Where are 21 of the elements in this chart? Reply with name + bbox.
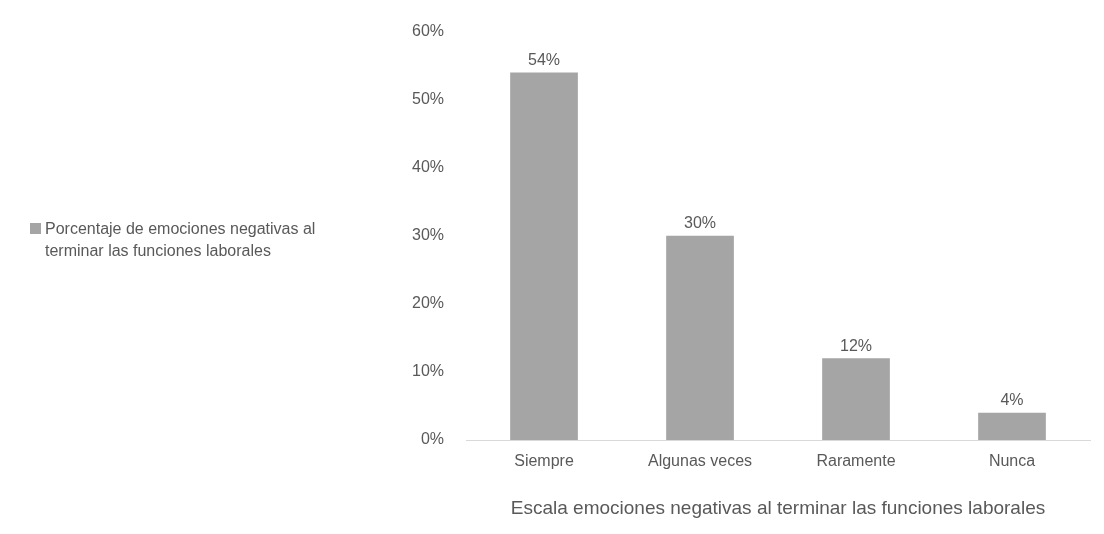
y-tick-label: 40% <box>411 158 445 176</box>
y-tick-label: 0% <box>420 430 445 448</box>
y-tick-label: 50% <box>411 90 445 108</box>
x-tick-label: Raramente <box>816 452 896 470</box>
x-tick-label: Algunas veces <box>647 452 753 470</box>
x-tick-label: Nunca <box>988 452 1036 470</box>
legend-label: Porcentaje de emociones negativas al terminar las funciones laborales <box>44 219 317 261</box>
y-tick-label: 10% <box>411 362 445 380</box>
bar <box>510 72 578 440</box>
bar <box>822 358 890 440</box>
data-label: 4% <box>1000 391 1024 409</box>
x-tick-label: Siempre <box>514 452 574 470</box>
data-label: 30% <box>684 214 717 232</box>
data-label: 12% <box>839 336 873 354</box>
data-label: 54% <box>528 50 561 68</box>
y-tick-label: 30% <box>411 226 445 244</box>
bar <box>666 235 734 440</box>
x-axis-title: Escala emociones negativas al terminar las funciones laborales <box>510 496 1046 518</box>
y-tick-label: 60% <box>411 22 445 40</box>
y-tick-label: 20% <box>411 294 445 312</box>
bar <box>978 412 1046 440</box>
